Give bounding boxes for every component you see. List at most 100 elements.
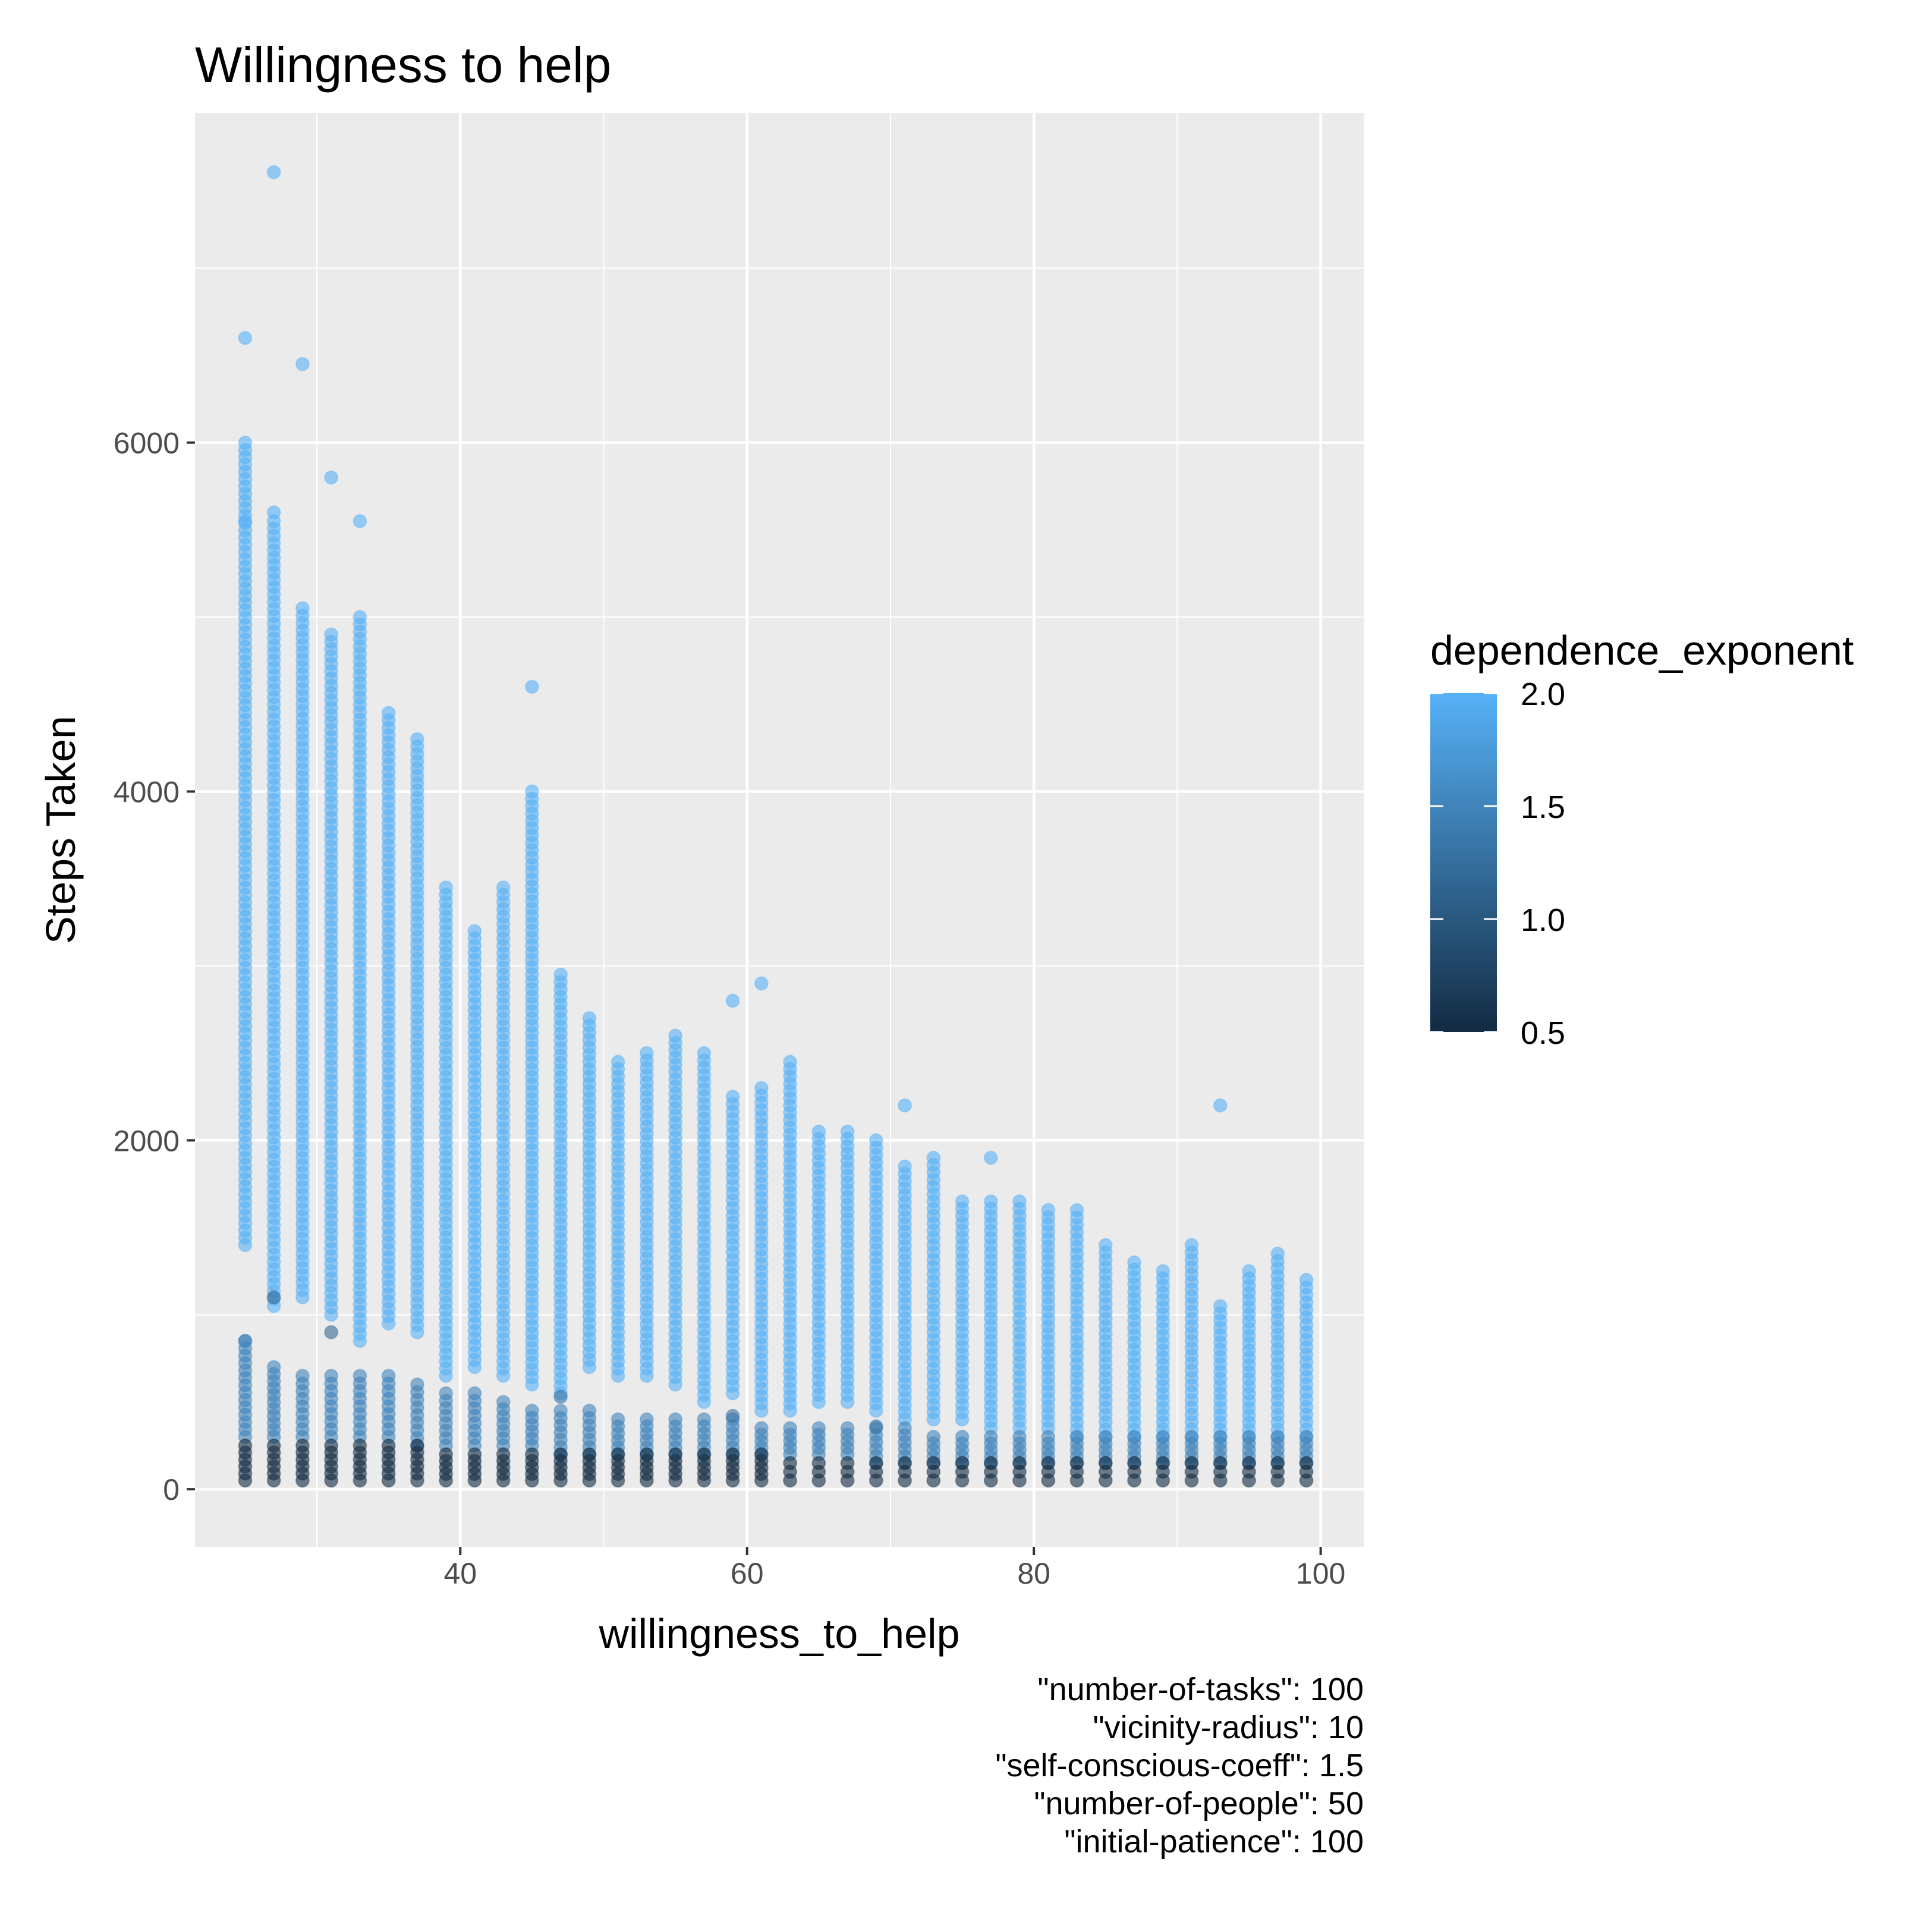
data-point [467,1447,482,1462]
data-point [381,1438,396,1453]
data-point [496,880,511,895]
x-axis-title: willingness_to_help [598,1610,959,1657]
data-point [266,1438,281,1453]
data-point [754,976,769,991]
data-point [1041,1456,1056,1471]
y-tick-label: 6000 [114,427,180,460]
data-point [1098,1456,1113,1471]
data-point [611,1055,625,1069]
data-point [295,1438,310,1453]
data-point [1299,1273,1314,1288]
legend: dependence_exponent 2.0 1.5 1.0 0.5 [1430,627,1854,1051]
y-tick-label: 2000 [114,1124,180,1157]
data-point [238,331,253,345]
data-point [553,1447,568,1462]
caption: "number-of-tasks": 100"vicinity-radius":… [995,1672,1364,1859]
data-point [639,1046,654,1061]
legend-ticks: 2.0 1.5 1.0 0.5 [1430,676,1565,1051]
data-point [353,610,367,625]
data-point [955,1194,970,1209]
data-point [668,1028,683,1043]
x-tick-label: 40 [443,1557,477,1590]
chart-title: Willingness to help [195,37,611,93]
data-point [1213,1098,1228,1113]
data-point [381,1368,396,1383]
data-point [295,601,310,616]
data-point [439,1447,454,1462]
data-point [1069,1430,1084,1445]
data-point [353,514,367,528]
data-point [295,357,310,372]
data-point [1041,1430,1056,1445]
data-point [439,880,454,895]
data-point [725,1447,740,1462]
data-point [725,1089,740,1104]
data-point [898,1456,912,1471]
data-point [324,627,339,642]
data-point [840,1421,855,1436]
data-point [582,1404,597,1418]
data-point [869,1133,883,1148]
caption-line: "number-of-people": 50 [1034,1786,1364,1821]
data-point [754,1081,769,1096]
data-point [1184,1430,1199,1445]
data-point [353,1438,367,1453]
data-point [955,1456,970,1471]
data-point [783,1421,798,1436]
legend-title: dependence_exponent [1430,627,1854,674]
data-point [1184,1456,1199,1471]
data-point [324,1438,339,1453]
x-axis: 40 60 80 100 [443,1547,1345,1590]
data-point [410,732,424,747]
data-point [524,1447,539,1462]
major-gridlines [195,113,1364,1547]
data-point [668,1447,683,1462]
data-point [1098,1430,1113,1445]
data-point [697,1046,712,1061]
data-point [1012,1430,1027,1445]
data-point [553,1389,568,1404]
y-axis: 0 2000 4000 6000 [114,427,195,1506]
data-point [324,470,339,485]
data-point [496,1395,511,1409]
caption-line: "self-conscious-coeff": 1.5 [995,1748,1364,1783]
data-point [266,1290,281,1305]
legend-tick-label: 2.0 [1521,676,1565,712]
minor-gridlines [195,113,1364,1547]
data-point [840,1456,855,1471]
data-point [811,1124,826,1139]
data-point [754,1421,769,1436]
data-point [1069,1456,1084,1471]
x-tick-label: 80 [1017,1557,1050,1590]
data-point [1299,1456,1314,1471]
data-point [524,1404,539,1418]
data-point [926,1430,941,1445]
data-point [697,1447,712,1462]
data-point [611,1412,625,1427]
data-point [1242,1430,1257,1445]
data-point [697,1412,712,1427]
data-point [266,1360,281,1374]
legend-tick-label: 0.5 [1521,1015,1565,1051]
data-point [983,1194,998,1209]
data-point [266,165,281,180]
caption-line: "vicinity-radius": 10 [1093,1710,1364,1745]
data-point [1012,1194,1027,1209]
data-point [983,1150,998,1165]
data-point [553,1404,568,1418]
data-point [266,505,281,520]
data-point [1270,1456,1285,1471]
data-point [1213,1430,1228,1445]
data-point [324,1368,339,1383]
data-point [238,435,253,450]
data-point [639,1412,654,1427]
data-point [783,1055,798,1069]
data-point [869,1456,883,1471]
data-point [238,1438,253,1453]
data-point [410,1438,424,1453]
data-point [1184,1238,1199,1253]
data-point [668,1412,683,1427]
data-point [1213,1299,1228,1314]
data-point [611,1447,625,1462]
